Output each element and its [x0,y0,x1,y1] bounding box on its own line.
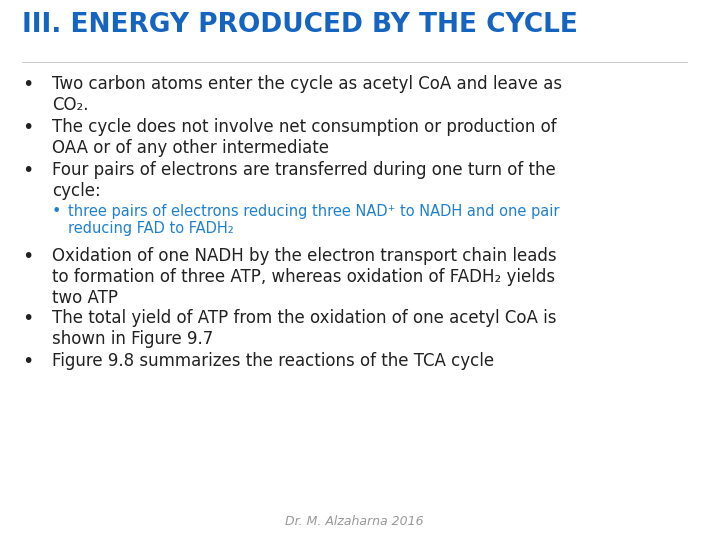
Text: Dr. M. Alzaharna 2016: Dr. M. Alzaharna 2016 [284,515,423,528]
Text: The cycle does not involve net consumption or production of
OAA or of any other : The cycle does not involve net consumpti… [52,118,557,157]
Text: The total yield of ATP from the oxidation of one acetyl CoA is
shown in Figure 9: The total yield of ATP from the oxidatio… [52,309,557,348]
Text: 21: 21 [7,515,29,530]
Text: •: • [22,247,33,266]
Text: •: • [22,161,33,180]
Text: •: • [22,118,33,137]
Text: •: • [22,75,33,94]
Text: •: • [22,352,33,371]
Text: Two carbon atoms enter the cycle as acetyl CoA and leave as
CO₂.: Two carbon atoms enter the cycle as acet… [52,75,562,114]
Text: Oxidation of one NADH by the electron transport chain leads
to formation of thre: Oxidation of one NADH by the electron tr… [52,247,557,307]
Text: Four pairs of electrons are transferred during one turn of the
cycle:: Four pairs of electrons are transferred … [52,161,556,200]
Text: III. ENERGY PRODUCED BY THE CYCLE: III. ENERGY PRODUCED BY THE CYCLE [22,12,578,38]
Text: •: • [52,204,61,219]
Text: three pairs of electrons reducing three NAD⁺ to NADH and one pair
reducing FAD t: three pairs of electrons reducing three … [68,204,559,237]
Text: Figure 9.8 summarizes the reactions of the TCA cycle: Figure 9.8 summarizes the reactions of t… [52,352,494,370]
Text: •: • [22,309,33,328]
